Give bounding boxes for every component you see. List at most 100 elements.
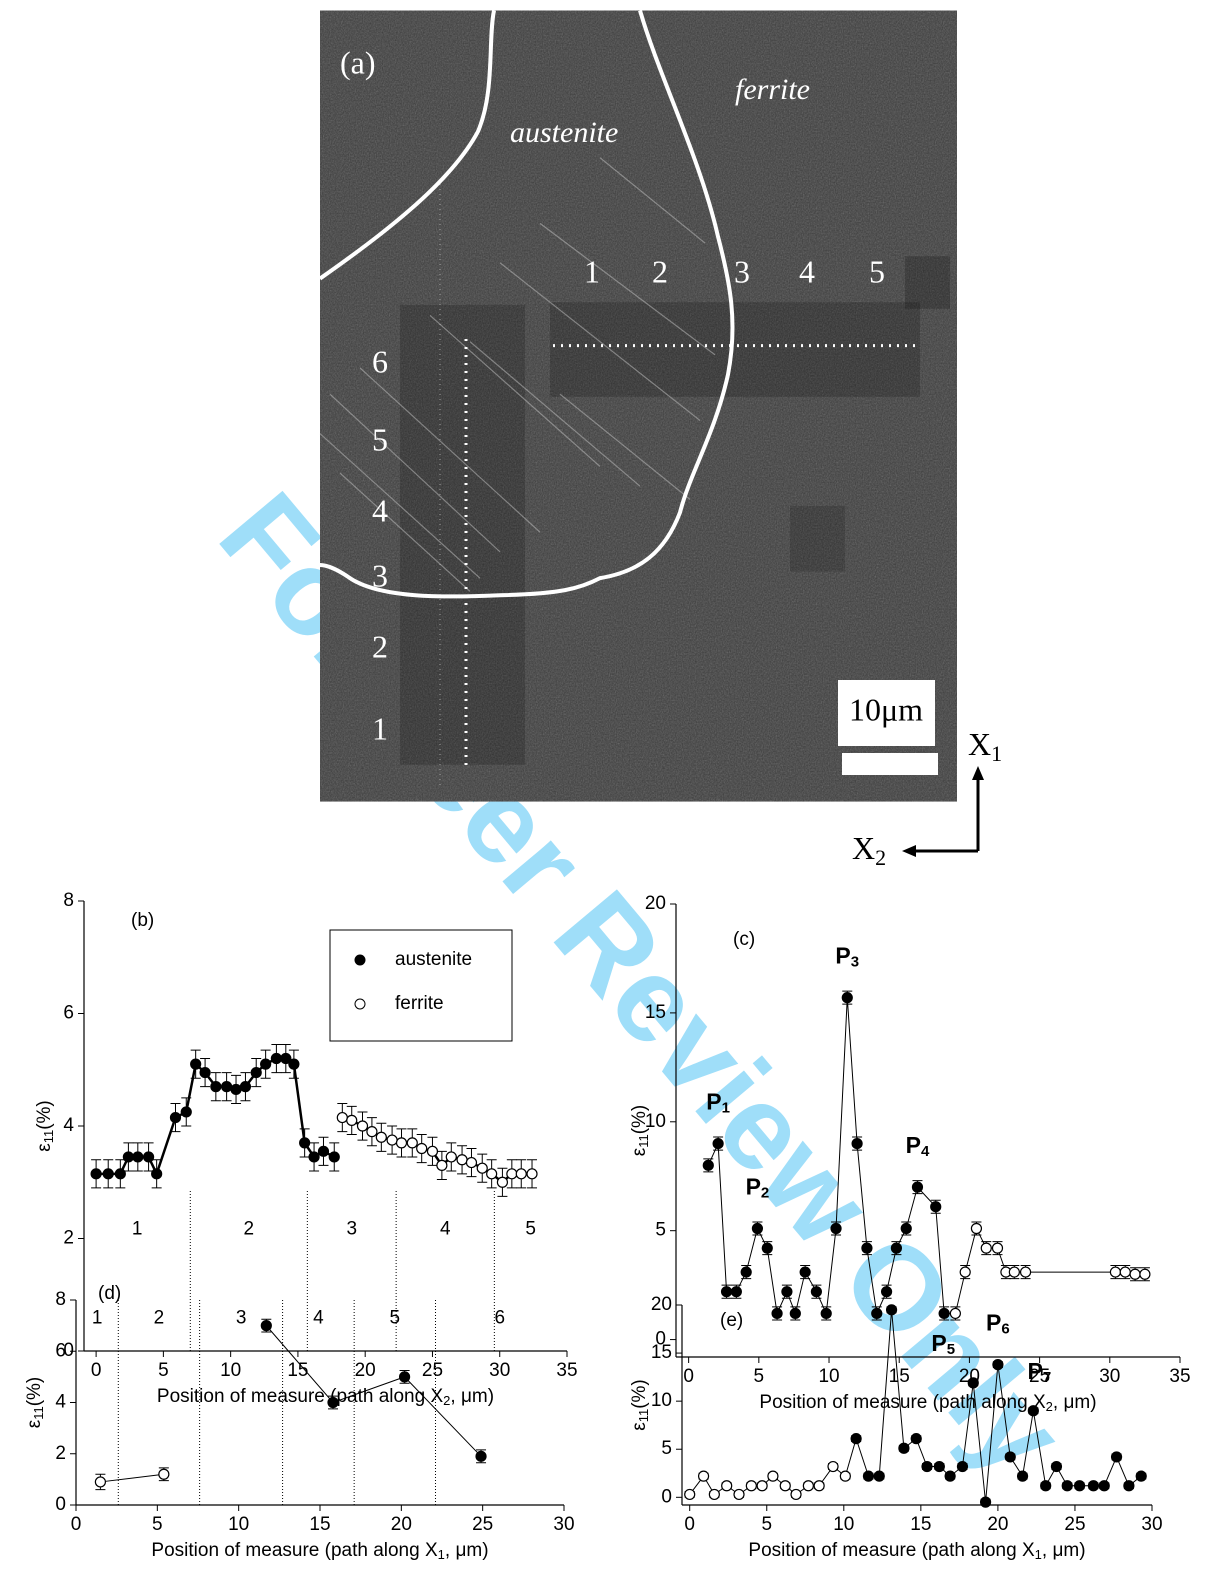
data-point <box>308 1151 320 1163</box>
data-point <box>944 1470 956 1482</box>
text-part: P <box>706 1089 721 1115</box>
data-point <box>317 1145 330 1157</box>
data-point <box>873 1470 885 1482</box>
data-point <box>1098 1480 1110 1492</box>
subscript: 1 <box>722 1100 730 1117</box>
text-part: , μm) <box>445 1540 489 1561</box>
data-point <box>980 1242 992 1254</box>
x-tick-label: 25 <box>422 1360 443 1381</box>
data-point <box>1139 1268 1151 1280</box>
data-point <box>991 1242 1004 1254</box>
x-tick-label: 15 <box>910 1514 931 1535</box>
x-tick-label: 20 <box>391 1514 412 1535</box>
data-point <box>970 1222 983 1235</box>
data-point <box>496 1176 509 1188</box>
text-part: ε <box>629 1422 650 1431</box>
data-point <box>712 1137 724 1150</box>
annotation: P6 <box>986 1310 1010 1338</box>
data-point <box>486 1168 498 1180</box>
y-tick-label: 0 <box>661 1486 672 1507</box>
data-point <box>862 1470 875 1482</box>
x-tick-label: 30 <box>1099 1366 1120 1387</box>
axis-sub: 2 <box>875 845 886 870</box>
y-tick-label: 20 <box>645 893 666 914</box>
y-tick-label: 8 <box>55 1289 66 1310</box>
scale-box <box>838 680 935 746</box>
data-point <box>745 1480 757 1492</box>
zone-label: 1 <box>92 1307 103 1328</box>
subscript: 6 <box>1001 1321 1009 1338</box>
data-point <box>910 1433 922 1445</box>
data-line <box>265 1325 482 1457</box>
axes-arrows <box>912 776 980 853</box>
y-axis-title: ε11(%) <box>629 1105 651 1157</box>
data-point <box>515 1168 527 1180</box>
data-point <box>992 1359 1004 1371</box>
y-tick-label: 0 <box>655 1329 666 1350</box>
data-point <box>851 1137 863 1150</box>
y-axis-title: ε11(%) <box>24 1377 46 1429</box>
legend-marker <box>354 954 366 966</box>
data-point <box>730 1286 742 1298</box>
data-point <box>930 1201 942 1213</box>
zone-label: 6 <box>494 1307 505 1328</box>
data-point <box>841 992 853 1004</box>
data-point <box>830 1222 842 1235</box>
x-tick-label: 15 <box>889 1366 910 1387</box>
zone-label: 4 <box>440 1219 451 1240</box>
data-point <box>210 1081 222 1093</box>
indent-region <box>790 505 845 572</box>
subscript: 1 <box>1035 1547 1042 1562</box>
data-point <box>288 1058 300 1070</box>
data-point <box>702 1159 714 1171</box>
x-tick-label: 5 <box>754 1366 765 1387</box>
data-point <box>720 1286 733 1298</box>
data-point <box>395 1137 408 1149</box>
text-part: (%) <box>629 1379 650 1409</box>
data-point <box>1129 1268 1141 1280</box>
data-point <box>327 1396 339 1409</box>
path-label: 2 <box>652 253 668 289</box>
subscript: 11 <box>636 1409 651 1423</box>
subscript: 2 <box>443 1393 450 1408</box>
data-point <box>751 1222 764 1235</box>
path-label: 1 <box>584 253 600 289</box>
data-point <box>921 1460 933 1473</box>
x-tick-label: 0 <box>684 1514 695 1535</box>
data-point <box>386 1134 398 1146</box>
y-tick-label: 15 <box>645 1002 666 1023</box>
text-part: , μm) <box>1053 1392 1097 1413</box>
legend-marker <box>354 998 366 1010</box>
data-point <box>250 1066 262 1079</box>
zone-label: 5 <box>525 1219 536 1240</box>
data-point <box>260 1320 272 1332</box>
data-point <box>328 1151 340 1163</box>
path-label: 4 <box>799 253 815 289</box>
y-tick-label: 4 <box>63 1115 74 1136</box>
data-point <box>733 1488 745 1501</box>
data-point <box>813 1480 825 1492</box>
y-tick-label: 10 <box>645 1111 666 1132</box>
data-point <box>476 1162 488 1174</box>
data-point <box>142 1151 155 1163</box>
data-point <box>771 1307 783 1320</box>
data-point <box>959 1266 971 1278</box>
data-point <box>270 1052 282 1065</box>
text-part: Position of measure (path along X <box>151 1540 438 1561</box>
data-point <box>1087 1480 1100 1492</box>
data-point <box>230 1083 242 1096</box>
data-point <box>221 1081 233 1093</box>
arrow-head <box>902 766 984 857</box>
zone-label: 2 <box>244 1219 255 1240</box>
subscript: 4 <box>921 1143 930 1160</box>
annotation: P4 <box>906 1132 930 1160</box>
data-point <box>94 1476 107 1488</box>
text-part: P <box>1028 1358 1043 1384</box>
data-point <box>199 1066 211 1079</box>
y-axis-title: ε11(%) <box>34 1100 56 1152</box>
slip-lines <box>319 157 716 592</box>
data-point <box>880 1286 893 1298</box>
zone-label: 1 <box>132 1219 143 1240</box>
panel-label: (a) <box>340 44 376 80</box>
